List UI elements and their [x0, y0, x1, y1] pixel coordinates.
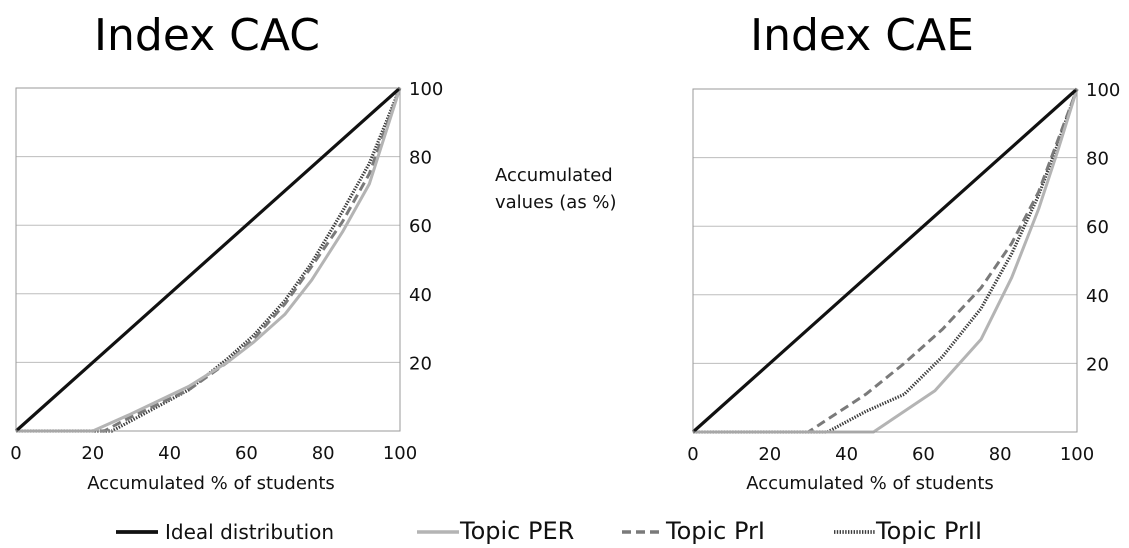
plot-frame — [15, 87, 401, 432]
legend-item: Ideal distribution — [116, 520, 334, 544]
x-tick-label: 20 — [758, 444, 781, 465]
x-tick-label: 80 — [312, 443, 335, 464]
x-axis-label: Accumulated % of students — [746, 473, 994, 494]
legend-label: Topic PrI — [665, 517, 765, 545]
series-line-ideal-distribution — [14, 86, 402, 433]
legend-label: Ideal distribution — [165, 520, 334, 544]
x-tick-label: 40 — [835, 444, 858, 465]
series-line-topic-per — [16, 87, 402, 433]
series-group — [14, 86, 402, 433]
legend-item: Topic PrI — [622, 517, 765, 545]
x-tick-label: 100 — [1060, 444, 1094, 465]
y-tick-label: 80 — [409, 148, 432, 169]
legend-label: Topic PER — [459, 517, 574, 545]
x-tick-label: 60 — [912, 444, 935, 465]
tick-labels: 0 20 40 60 80 100 20 40 60 80 100 — [687, 80, 1120, 465]
legend-item: Topic PrII — [834, 517, 982, 545]
x-tick-label: 0 — [687, 444, 698, 465]
series-line-topic-per — [693, 88, 1079, 434]
x-tick-label: 100 — [383, 443, 417, 464]
x-tick-label: 20 — [81, 443, 104, 464]
x-tick-label: 60 — [235, 443, 258, 464]
plot-frame — [692, 88, 1078, 433]
series-group — [691, 87, 1079, 434]
y-tick-label: 80 — [1086, 149, 1109, 170]
y-tick-label: 40 — [409, 285, 432, 306]
y-tick-label: 40 — [1086, 286, 1109, 307]
y-tick-label: 60 — [409, 216, 432, 237]
y-tick-label: 100 — [1086, 80, 1120, 101]
plot-border — [692, 88, 1078, 433]
y-tick-label: 100 — [409, 79, 443, 100]
series-line-ideal-distribution — [691, 87, 1079, 434]
series-line-topic-pri — [693, 88, 1079, 434]
y-axis-label-line2: values (as %) — [495, 192, 617, 213]
legend-item: Topic PER — [417, 517, 574, 545]
y-tick-label: 20 — [1086, 354, 1109, 375]
chart-cac: Index CAC 0 20 40 60 80 100 20 40 60 80 100 Accumu… — [10, 10, 443, 494]
y-axis-label-line1: Accumulated — [495, 165, 613, 186]
tick-labels: 0 20 40 60 80 100 20 40 60 80 100 — [10, 79, 443, 464]
x-axis-label: Accumulated % of students — [87, 473, 335, 494]
legend-label: Topic PrII — [875, 517, 982, 545]
series-line-topic-prii — [16, 87, 402, 433]
x-tick-label: 0 — [10, 443, 21, 464]
chart-title: Index CAC — [94, 10, 320, 61]
legend: Ideal distribution Topic PER Topic PrI Topi… — [116, 517, 982, 545]
series-line-topic-pri — [16, 87, 402, 433]
x-tick-label: 80 — [989, 444, 1012, 465]
x-tick-label: 40 — [158, 443, 181, 464]
plot-border — [15, 87, 401, 432]
chart-cae: Index CAE 0 20 40 60 80 100 20 40 60 80 100 Accumu… — [687, 10, 1120, 494]
chart-title: Index CAE — [750, 10, 974, 61]
y-tick-label: 20 — [409, 353, 432, 374]
y-tick-label: 60 — [1086, 217, 1109, 238]
grid — [16, 87, 400, 363]
